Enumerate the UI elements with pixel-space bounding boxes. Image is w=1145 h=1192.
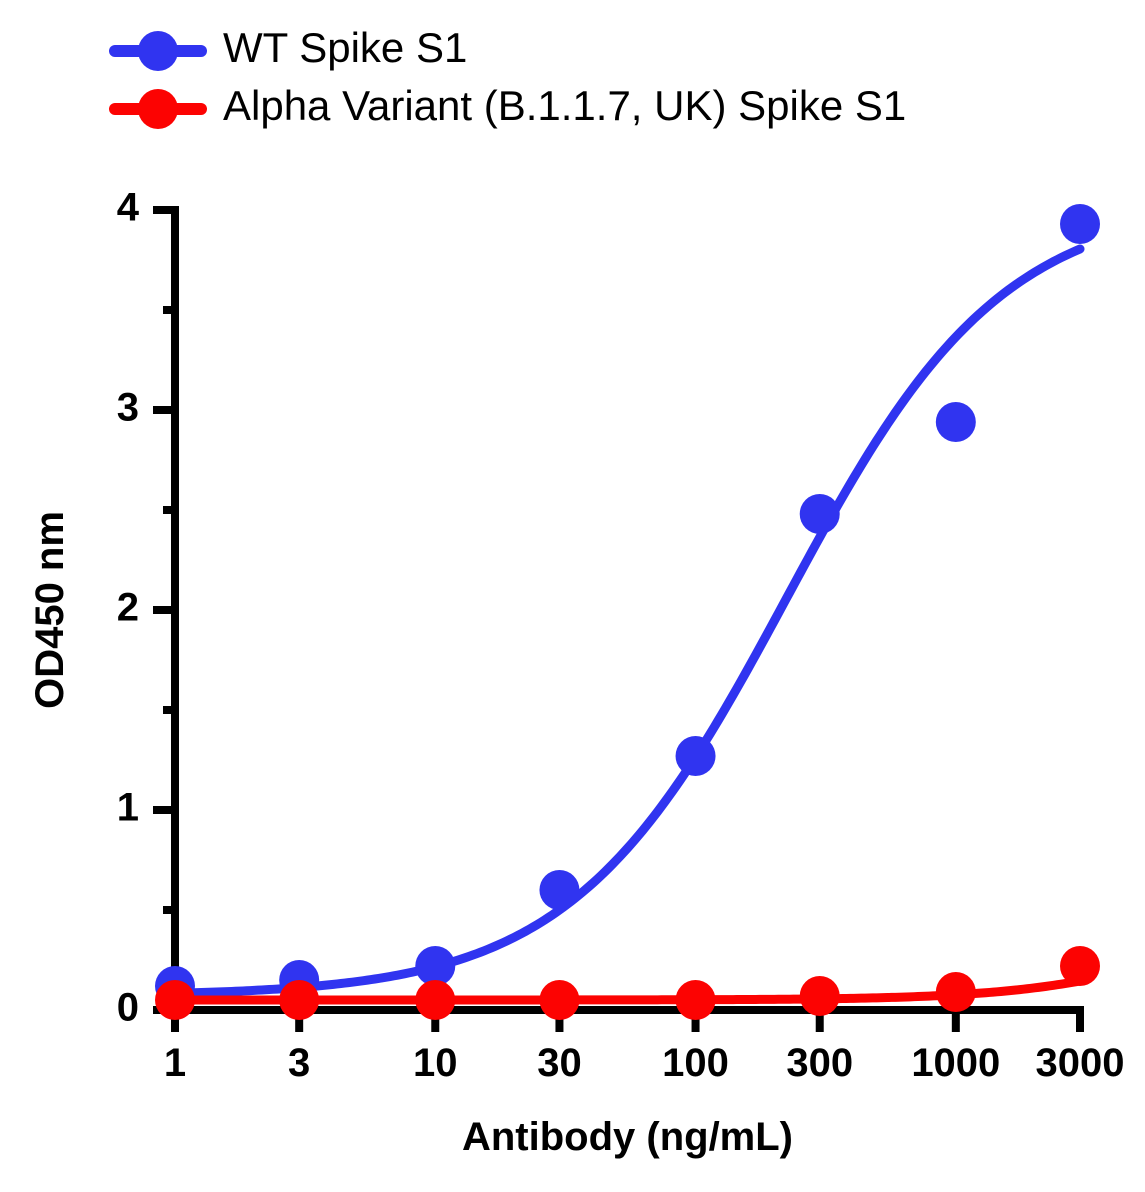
- series-0-point-5: [800, 494, 840, 534]
- svg-text:2: 2: [117, 586, 139, 630]
- series-1-point-2: [415, 980, 455, 1020]
- svg-text:4: 4: [117, 186, 140, 230]
- series-1-point-5: [800, 976, 840, 1016]
- svg-text:10: 10: [413, 1041, 458, 1085]
- svg-text:0: 0: [117, 986, 139, 1030]
- svg-text:100: 100: [662, 1041, 729, 1085]
- series-0-point-6: [936, 402, 976, 442]
- series-1-point-1: [279, 980, 319, 1020]
- svg-text:300: 300: [786, 1041, 853, 1085]
- series-0-point-7: [1060, 204, 1100, 244]
- svg-text:3: 3: [117, 386, 139, 430]
- series-0-point-3: [539, 870, 579, 910]
- y-axis-label: OD450 nm: [28, 511, 72, 709]
- binding-curve-chart: WT Spike S1 Alpha Variant (B.1.1.7, UK) S…: [0, 0, 1145, 1192]
- svg-text:1000: 1000: [911, 1041, 1000, 1085]
- legend-item-1: Alpha Variant (B.1.1.7, UK) Spike S1: [223, 82, 906, 129]
- chart-svg: WT Spike S1 Alpha Variant (B.1.1.7, UK) S…: [0, 0, 1145, 1187]
- series-1-point-0: [155, 980, 195, 1020]
- series-0-point-4: [676, 736, 716, 776]
- svg-text:1: 1: [117, 786, 139, 830]
- svg-text:30: 30: [537, 1041, 582, 1085]
- series-1-point-4: [676, 980, 716, 1020]
- series-1-point-7: [1060, 946, 1100, 986]
- x-axis-label: Antibody (ng/mL): [462, 1115, 793, 1159]
- svg-text:1: 1: [164, 1041, 186, 1085]
- svg-text:3000: 3000: [1036, 1041, 1125, 1085]
- legend-item-0: WT Spike S1: [223, 24, 467, 71]
- svg-text:3: 3: [288, 1041, 310, 1085]
- series-1-point-6: [936, 972, 976, 1012]
- series-1-point-3: [539, 980, 579, 1020]
